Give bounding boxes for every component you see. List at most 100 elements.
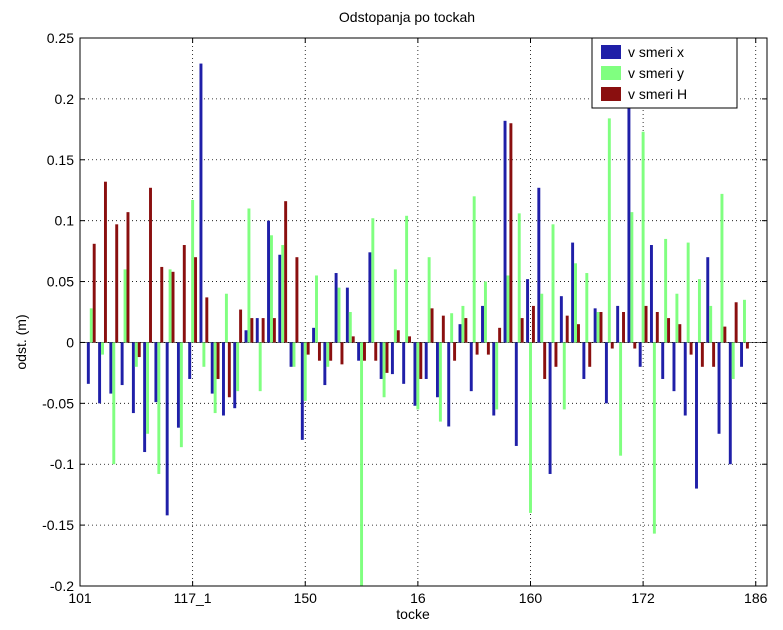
- bar-y: [743, 299, 746, 343]
- bar-y: [686, 242, 690, 343]
- x-tick-label: 160: [519, 590, 543, 606]
- bar-x: [98, 342, 102, 404]
- y-tick-label: 0.1: [55, 213, 75, 229]
- x-tick-label: 101: [68, 590, 92, 606]
- bar-h: [363, 342, 366, 361]
- bar-h: [453, 342, 457, 361]
- bar-y: [630, 212, 634, 343]
- bar-x: [176, 342, 180, 428]
- bar-y: [236, 342, 240, 392]
- bar-h: [655, 312, 659, 343]
- bar-h: [92, 243, 96, 343]
- bar-y: [247, 208, 251, 343]
- bar-y: [574, 263, 578, 343]
- bar-y: [89, 308, 93, 343]
- bar-y: [517, 213, 521, 343]
- bar-y: [337, 287, 341, 343]
- bar-x: [222, 342, 225, 416]
- bar-y: [157, 342, 161, 474]
- bar-h: [734, 302, 738, 343]
- bar-x: [312, 327, 316, 343]
- bar-h: [678, 324, 682, 343]
- bar-x: [278, 254, 282, 343]
- bar-x: [514, 342, 518, 446]
- bar-y: [450, 313, 454, 343]
- bar-y: [720, 193, 724, 343]
- bar-h: [137, 342, 141, 358]
- plot-area-frame: [79, 37, 768, 587]
- bar-h: [329, 342, 333, 361]
- bar-x: [627, 46, 631, 343]
- bar-h: [182, 245, 186, 343]
- bar-h: [317, 342, 321, 361]
- bar-h: [351, 336, 355, 343]
- bar-x: [559, 296, 563, 343]
- bar-h: [408, 336, 411, 343]
- y-axis-title: odst. (m): [13, 314, 29, 369]
- bar-x: [345, 287, 349, 343]
- x-tick-label: 117_1: [174, 590, 212, 606]
- bar-y: [562, 342, 566, 410]
- bar-h: [745, 342, 749, 349]
- bar-x: [548, 342, 552, 474]
- bar-x: [683, 342, 687, 416]
- bar-h: [644, 305, 648, 343]
- bar-y: [731, 342, 735, 379]
- bar-h: [498, 327, 502, 343]
- bar-h: [115, 224, 119, 343]
- bars: [86, 46, 749, 586]
- legend: v smeri x v smeri y v smeri H: [591, 37, 738, 109]
- legend-swatch-x: [601, 45, 621, 59]
- bar-y: [213, 342, 217, 414]
- bar-x: [165, 342, 169, 516]
- bar-x: [244, 330, 248, 343]
- bar-y: [619, 342, 623, 456]
- bar-h: [441, 315, 445, 343]
- bar-x: [368, 252, 372, 343]
- bar-y: [641, 131, 645, 343]
- y-tick-label: 0.15: [47, 152, 74, 168]
- bar-y: [303, 342, 307, 401]
- bar-y: [416, 342, 420, 410]
- bar-y: [123, 269, 127, 343]
- bar-y: [664, 238, 668, 343]
- bar-x: [458, 324, 462, 343]
- bar-h: [475, 342, 479, 355]
- bar-y: [382, 342, 386, 398]
- bar-y: [292, 342, 296, 367]
- bar-x: [582, 342, 586, 379]
- bar-x: [131, 342, 135, 414]
- legend-swatch-y: [601, 66, 621, 80]
- bar-y: [675, 293, 679, 343]
- bar-h: [194, 257, 198, 343]
- bar-y: [596, 312, 600, 343]
- bar-h: [588, 342, 592, 367]
- bar-h: [340, 342, 344, 365]
- bar-h: [543, 342, 547, 379]
- bar-y: [371, 218, 375, 343]
- bar-h: [667, 318, 671, 343]
- y-axis-ticks: -0.2 -0.15 -0.1 -0.05 0 0.05 0.1 0.15 0.2 0.25: [42, 30, 767, 594]
- bar-y: [168, 269, 172, 343]
- bar-y: [697, 279, 701, 343]
- bar-x: [537, 187, 541, 343]
- bar-x: [413, 342, 417, 406]
- bar-h: [723, 326, 727, 343]
- y-tick-label: -0.2: [50, 578, 74, 594]
- bar-y: [506, 275, 510, 343]
- bar-x: [402, 342, 406, 384]
- x-tick-label: 186: [744, 590, 768, 606]
- bar-x: [706, 257, 710, 343]
- x-axis-title: tocke: [396, 606, 430, 622]
- bar-h: [712, 342, 716, 367]
- bar-y: [360, 342, 364, 586]
- bar-h: [554, 342, 558, 367]
- bar-x: [143, 342, 147, 453]
- bar-h: [149, 187, 152, 343]
- bar-x: [379, 342, 383, 379]
- bar-x: [604, 342, 608, 404]
- bar-y: [585, 273, 589, 343]
- bar-y: [495, 342, 499, 410]
